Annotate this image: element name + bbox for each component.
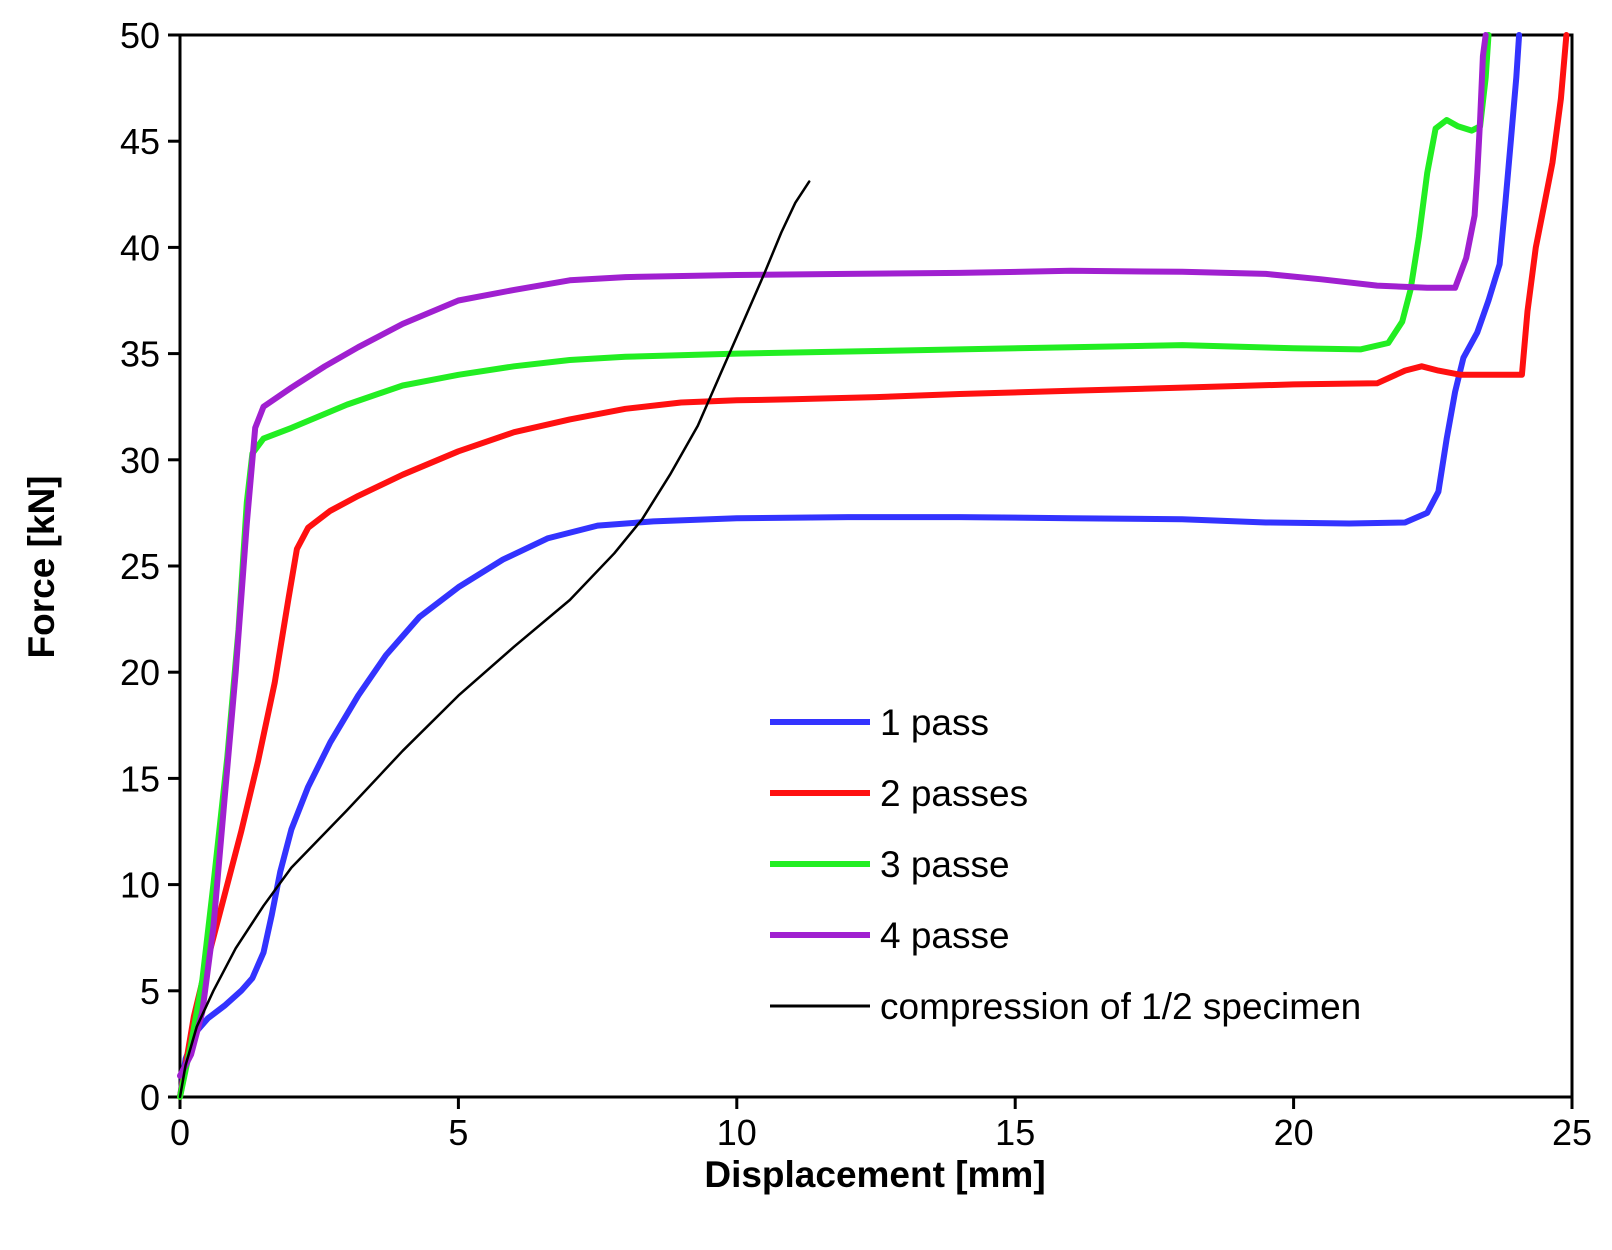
x-tick-label: 25 <box>1552 1112 1592 1153</box>
legend-label: compression of 1/2 specimen <box>880 986 1361 1027</box>
legend-label: 1 pass <box>880 702 989 743</box>
y-tick-label: 20 <box>120 652 160 693</box>
x-tick-label: 0 <box>170 1112 190 1153</box>
series-line-5 <box>178 180 811 1099</box>
y-tick-label: 10 <box>120 865 160 906</box>
y-tick-label: 25 <box>120 546 160 587</box>
y-axis-title: Force [kN] <box>21 476 62 659</box>
x-tick-label: 5 <box>448 1112 468 1153</box>
series-line-2 <box>177 32 1570 1100</box>
y-tick-label: 45 <box>120 121 160 162</box>
x-tick-label: 10 <box>717 1112 757 1153</box>
legend-label: 4 passe <box>880 915 1010 956</box>
y-tick-label: 5 <box>140 971 160 1012</box>
y-axis: 0 5 10 15 20 25 30 35 40 45 50 <box>120 15 180 1118</box>
series-layer <box>177 32 1570 1100</box>
legend-label: 2 passes <box>880 773 1028 814</box>
y-tick-label: 15 <box>120 758 160 799</box>
legend: 1 pass 2 passes 3 passe 4 passe compression … <box>770 702 1361 1027</box>
x-axis-title: Displacement [mm] <box>704 1154 1045 1195</box>
plot-frame <box>178 33 1574 1099</box>
x-tick-label: 20 <box>1274 1112 1314 1153</box>
x-tick-label: 15 <box>995 1112 1035 1153</box>
y-tick-label: 35 <box>120 334 160 375</box>
series-line-4 <box>177 32 1489 1079</box>
x-axis: 0 5 10 15 20 25 <box>170 1097 1592 1153</box>
y-tick-label: 50 <box>120 15 160 56</box>
y-tick-label: 0 <box>140 1077 160 1118</box>
series-line-1 <box>177 32 1523 1100</box>
legend-label: 3 passe <box>880 844 1010 885</box>
plot-border <box>178 33 1574 1099</box>
y-tick-label: 40 <box>120 227 160 268</box>
y-tick-label: 30 <box>120 440 160 481</box>
